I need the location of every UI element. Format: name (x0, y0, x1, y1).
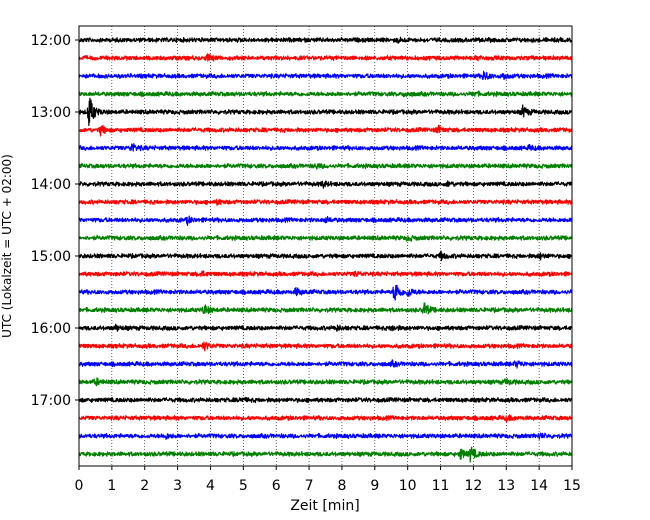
x-tick-label: 13 (497, 478, 515, 494)
trace-1215 (79, 53, 572, 62)
x-axis-label: Zeit [min] (290, 498, 359, 514)
trace-1300 (79, 97, 572, 127)
trace-1445 (79, 234, 572, 242)
trace-1500 (79, 250, 572, 262)
y-tick-label: 15:00 (31, 249, 71, 265)
x-tick-label: 4 (206, 478, 215, 494)
trace-1545 (79, 302, 572, 315)
trace-1715 (79, 414, 572, 423)
x-tick-label: 1 (107, 478, 116, 494)
x-tick-label: 3 (173, 478, 182, 494)
x-tick-label: 0 (75, 478, 84, 494)
x-tick-label: 11 (432, 478, 450, 494)
trace-1600 (79, 323, 572, 332)
trace-1200 (79, 36, 572, 44)
x-tick-label: 2 (140, 478, 149, 494)
x-tick-label: 15 (563, 478, 581, 494)
trace-1315 (79, 124, 572, 137)
plot-frame (78, 25, 573, 467)
x-tick-label: 7 (305, 478, 314, 494)
vertical-grid (111, 26, 540, 466)
x-ticks: 0 1 2 3 4 5 6 7 8 9 10 11 12 13 14 15 (75, 466, 581, 494)
trace-1515 (79, 270, 572, 278)
trace-1230 (79, 70, 572, 81)
y-tick-label: 16:00 (31, 321, 71, 337)
y-tick-label: 14:00 (31, 177, 71, 193)
trace-1630 (79, 359, 572, 369)
trace-1330 (79, 143, 572, 152)
trace-1415 (79, 198, 572, 207)
y-tick-label: 13:00 (31, 105, 71, 121)
x-tick-label: 14 (530, 478, 548, 494)
trace-1700 (79, 396, 572, 404)
x-tick-label: 6 (272, 478, 281, 494)
y-tick-label: 12:00 (31, 33, 71, 49)
y-ticks: 12:00 13:00 14:00 15:00 16:00 17:00 (31, 33, 79, 409)
trace-1430 (79, 215, 572, 227)
traces-group (79, 36, 572, 463)
trace-1400 (79, 180, 572, 189)
trace-1530 (79, 284, 572, 301)
x-tick-label: 10 (399, 478, 417, 494)
trace-1245 (79, 90, 572, 98)
x-tick-label: 8 (337, 478, 346, 494)
trace-1645 (79, 377, 572, 387)
x-tick-label: 9 (370, 478, 379, 494)
trace-1615 (79, 341, 572, 352)
trace-1730 (79, 432, 572, 440)
x-tick-label: 5 (239, 478, 248, 494)
x-tick-label: 12 (464, 478, 482, 494)
y-axis-label: UTC (Lokalzeit = UTC + 02:00) (0, 154, 14, 338)
trace-1345 (79, 162, 572, 170)
y-tick-label: 17:00 (31, 393, 71, 409)
trace-1745 (79, 446, 572, 463)
